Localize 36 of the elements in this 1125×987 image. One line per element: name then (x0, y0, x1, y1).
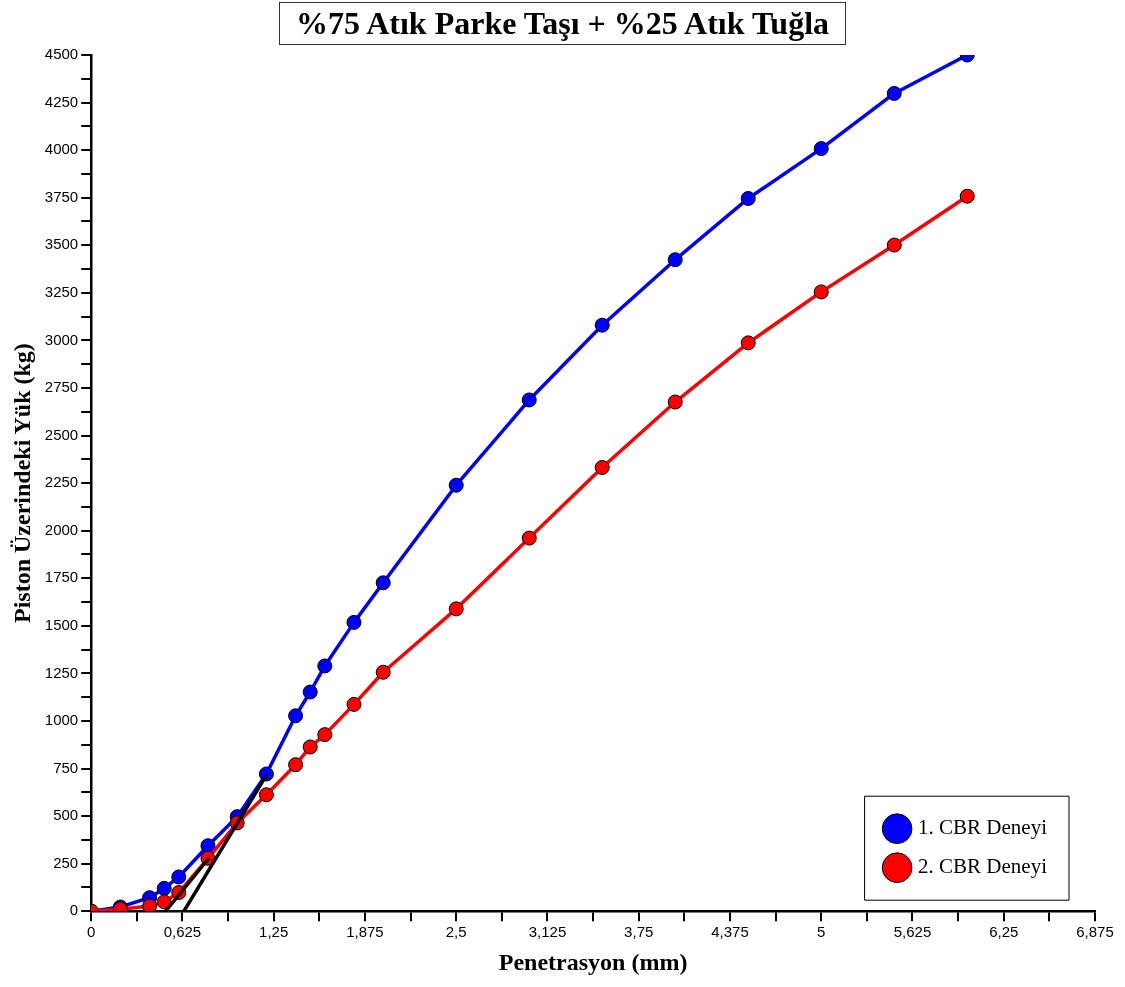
y-tick-label: 1250 (44, 663, 79, 681)
x-tick-label: 1,25 (259, 923, 289, 941)
x-axis-title: Penetrasyon (mm) (498, 948, 688, 975)
y-axis-title: Piston Üzerindeki Yük (kg) (8, 343, 35, 623)
x-tick-label: 5,625 (893, 923, 932, 941)
x-tick-label: 6,25 (989, 923, 1019, 941)
x-tick-label: 5 (817, 923, 826, 941)
y-tick-label: 1750 (44, 568, 79, 586)
x-tick-label: 1,875 (346, 923, 384, 941)
y-tick-label: 4000 (44, 140, 79, 158)
x-tick-label: 6,875 (1076, 923, 1114, 941)
y-tick-label: 0 (69, 901, 79, 919)
y-tick-label: 1000 (44, 711, 79, 729)
y-tick-label: 2750 (44, 378, 79, 396)
y-tick-label: 500 (53, 806, 79, 824)
y-tick-label: 2000 (44, 520, 79, 538)
y-tick-label: 4250 (44, 92, 79, 110)
y-tick-label: 250 (53, 853, 79, 871)
chart-title: %75 Atık Parke Taşı + %25 Atık Tuğla (278, 2, 847, 45)
y-tick-label: 4500 (44, 45, 79, 63)
y-tick-label: 2250 (44, 473, 79, 491)
x-tick-label: 3,125 (528, 923, 567, 941)
y-tick-label: 3000 (44, 330, 79, 348)
legend-label: 2. CBR Deneyi (918, 854, 1048, 879)
x-tick-label: 3,75 (624, 923, 654, 941)
legend-label: 1. CBR Deneyi (918, 815, 1048, 840)
y-tick-label: 1500 (44, 615, 79, 633)
y-tick-label: 3250 (44, 282, 79, 300)
y-tick-label: 750 (53, 758, 79, 776)
x-tick-label: 0,625 (163, 923, 202, 941)
y-tick-label: 3500 (44, 235, 79, 253)
x-tick-label: 0 (87, 923, 96, 941)
y-tick-label: 2500 (44, 425, 79, 443)
x-tick-label: 2,5 (445, 923, 467, 941)
y-tick-label: 3750 (44, 187, 79, 205)
x-tick-label: 4,375 (711, 923, 749, 941)
